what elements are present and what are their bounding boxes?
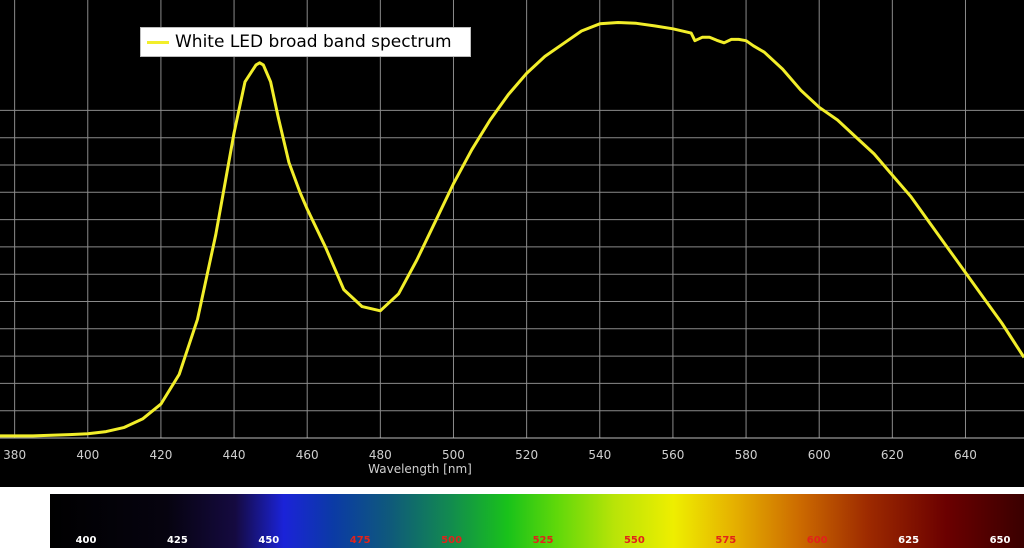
x-tick-label: 500 [442,448,465,462]
chart-svg [0,0,1024,439]
spectrum-bar-label: 600 [806,535,828,546]
spectrum-bar-label: 500 [441,535,463,546]
spectrum-bar-label: 425 [166,535,188,546]
x-tick-label: 640 [954,448,977,462]
spectrum-bar-label: 475 [349,535,371,546]
plot-area: 380 400 420 440 460 480 500 520 540 560 580 600 620 6… [0,0,1024,487]
x-tick-label: 540 [588,448,612,462]
x-tick-label: 600 [807,448,831,462]
legend-swatch [147,41,169,44]
x-tick-label: 440 [222,448,246,462]
x-tick-label: 480 [368,448,392,462]
x-tick-label: 560 [661,448,685,462]
spectrum-bar-label: 525 [532,535,554,546]
legend-entry-label: White LED broad band spectrum [175,32,452,52]
x-tick-label: 460 [295,448,319,462]
x-tick-label: 620 [880,448,904,462]
spectrum-bar-label: 450 [258,535,280,546]
spectrum-bar-label: 400 [75,535,97,546]
spectrum-bar-label: 650 [989,535,1011,546]
spectrum-bar-label: 625 [898,535,920,546]
x-tick-label: 400 [76,448,100,462]
grid-lines [0,0,1024,439]
x-axis-label: Wavelength [nm] [368,462,472,476]
series-line-white-led [0,21,1024,438]
x-tick-label: 580 [734,448,758,462]
x-tick-label: 420 [149,448,173,462]
x-tick-label: 380 [3,448,27,462]
color-spectrum-bar [50,494,1024,548]
x-tick-label: 520 [515,448,539,462]
spectrum-bar-label: 575 [715,535,737,546]
legend: White LED broad band spectrum [140,27,471,57]
spectrum-bar-label: 550 [623,535,645,546]
